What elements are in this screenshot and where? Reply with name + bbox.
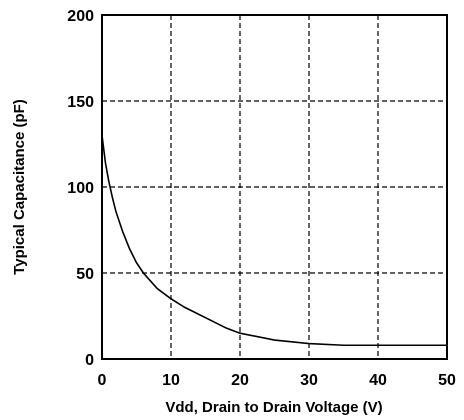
y-tick-label: 100: [67, 180, 94, 197]
x-tick-label: 20: [231, 372, 249, 389]
series-layer: [101, 135, 447, 347]
y-tick-label: 0: [85, 352, 94, 369]
x-tick-label: 0: [98, 372, 107, 389]
x-axis-title: Vdd, Drain to Drain Voltage (V): [165, 399, 382, 416]
y-tick-label: 200: [67, 8, 94, 25]
capacitance-curve: [101, 135, 447, 347]
plot-frame: [101, 14, 448, 360]
y-tick-label: 50: [76, 266, 94, 283]
y-axis-title: Typical Capacitance (pF): [11, 99, 28, 275]
y-tick-label: 150: [67, 94, 94, 111]
x-tick-label: 50: [438, 372, 456, 389]
x-tick-label: 10: [162, 372, 180, 389]
x-tick-label: 40: [369, 372, 387, 389]
grid-lines: [102, 15, 447, 359]
x-axis-tick-labels: 0 10 20 30 40 50: [98, 372, 456, 389]
x-tick-label: 30: [300, 372, 318, 389]
y-axis-tick-labels: 0 50 100 150 200: [67, 8, 94, 369]
